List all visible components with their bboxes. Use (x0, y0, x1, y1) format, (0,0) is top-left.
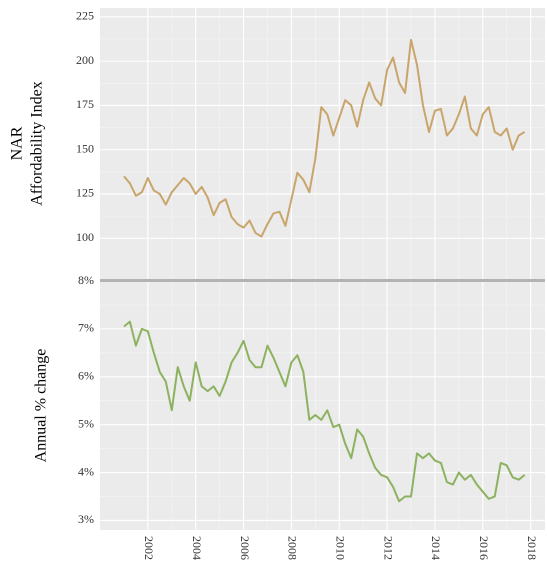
y-tick-label: 6% (78, 369, 94, 383)
panel-bottom (100, 281, 545, 530)
x-tick-label: 2018 (525, 536, 539, 560)
x-tick-label: 2006 (238, 536, 252, 560)
y-axis-title: Affordability Index (29, 81, 46, 206)
x-tick-label: 2008 (286, 536, 300, 560)
data-line (123, 38, 526, 238)
y-tick-label: 150 (76, 141, 94, 155)
y-axis-title: Annual % change (33, 349, 50, 463)
x-tick-label: 2004 (190, 536, 204, 560)
panel-top (100, 8, 545, 279)
y-tick-label: 7% (78, 321, 94, 335)
x-tick-label: 2016 (477, 536, 491, 560)
y-tick-label: 225 (76, 9, 94, 23)
x-tick-label: 2014 (429, 536, 443, 560)
x-tick-label: 2012 (381, 536, 395, 560)
y-tick-label: 175 (76, 97, 94, 111)
x-tick-label: 2010 (333, 536, 347, 560)
y-tick-label: 3% (78, 512, 94, 526)
y-tick-label: 5% (78, 416, 94, 430)
y-tick-label: 4% (78, 464, 94, 478)
panel-divider (100, 279, 545, 282)
y-tick-label: 200 (76, 53, 94, 67)
y-axis-title: NAR (9, 126, 26, 160)
data-line (123, 320, 526, 503)
y-tick-label: 125 (76, 186, 94, 200)
y-tick-label: 100 (76, 230, 94, 244)
x-tick-label: 2002 (142, 536, 156, 560)
y-tick-label: 8% (78, 273, 94, 287)
